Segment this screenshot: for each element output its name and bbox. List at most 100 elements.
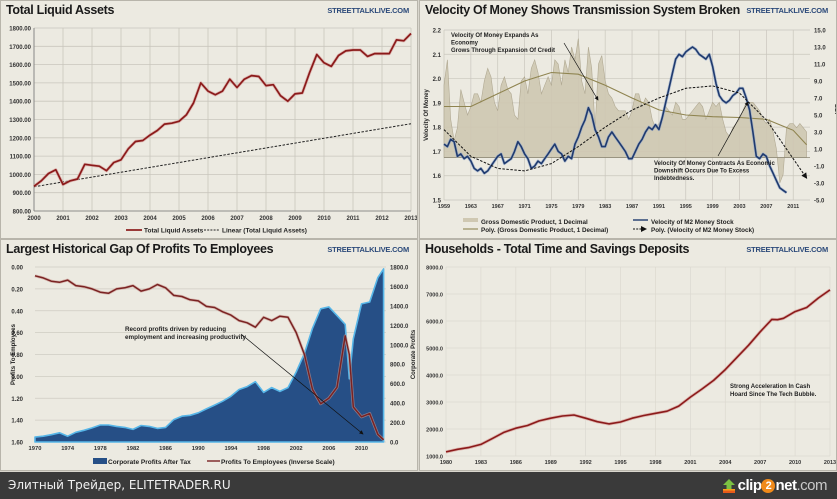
legend-swatch-corporate-profits	[93, 458, 107, 464]
y2-tick-label: 7.0	[814, 97, 823, 103]
x-tick-label: 2010	[789, 460, 801, 466]
y-tick-label: 1.00	[11, 375, 23, 381]
y-tick-label: 0.20	[11, 287, 23, 293]
annotation-text: Hoard Since The Tech Bubble.	[730, 392, 817, 398]
chart-title: Total Liquid Assets	[6, 3, 115, 17]
y-tick-label: 7000.0	[426, 293, 443, 299]
annotation-text: employment and increasing productivity	[125, 334, 247, 341]
x-tick-label: 1994	[224, 446, 238, 452]
x-tick-label: 2007	[760, 204, 772, 210]
y2-tick-label: 9.0	[814, 80, 823, 86]
y-tick-label: 900.00	[13, 191, 32, 197]
x-tick-label: 1990	[192, 446, 205, 452]
x-tick-label: 1970	[29, 446, 42, 452]
x-tick-label: 1980	[440, 460, 452, 466]
brand-watermark: STREETTALKLIVE.COM	[746, 245, 828, 254]
x-tick-label: 1989	[545, 460, 557, 466]
y-tick-label: 1200.00	[9, 136, 31, 142]
x-tick-label: 2013	[824, 460, 836, 466]
x-tick-label: 2009	[288, 216, 302, 222]
y-tick-label: 2.1	[433, 53, 442, 59]
y-tick-label: 8000.0	[426, 266, 443, 272]
y-tick-label: 1.9	[433, 101, 442, 107]
y2-tick-label: 1200.0	[390, 324, 409, 330]
x-tick-label: 1986	[159, 446, 173, 452]
y2-tick-label: 5.0	[814, 114, 823, 120]
x-tick-label: 2013	[404, 216, 418, 222]
x-tick-label: 2004	[143, 216, 157, 222]
x-tick-label: 2005	[172, 216, 186, 222]
y-tick-label: 1000.00	[9, 173, 31, 179]
y2-tick-label: 11.0	[814, 63, 826, 69]
x-tick-label: 2010	[317, 216, 331, 222]
y-tick-label: 2.2	[433, 29, 442, 35]
series-total-liquid-assets-glow	[33, 32, 413, 188]
y-tick-label: 2.0	[433, 77, 442, 83]
x-tick-label: 1983	[475, 460, 487, 466]
y2-tick-label: 1000.0	[390, 343, 409, 349]
x-tick-label: 2011	[787, 204, 799, 210]
annotation-text: Strong Acceleration In Cash	[730, 384, 810, 390]
x-tick-label: 2010	[355, 446, 368, 452]
x-tick-label: 2003	[114, 216, 128, 222]
logo-prefix: clip	[737, 477, 762, 494]
x-tick-label: 2001	[56, 216, 70, 222]
x-tick-label: 1987	[626, 204, 638, 210]
annotation-text: Economy	[451, 41, 479, 47]
legend-swatch-gdp	[463, 218, 478, 222]
y-axis-title: Profits To Employees	[11, 323, 17, 385]
y-tick-label: 0.40	[11, 309, 23, 315]
y-tick-label: 1600.00	[9, 63, 31, 69]
series-profits-to-employees	[34, 275, 385, 441]
chart-panel-velocity-of-money: Velocity Of Money Shows Transmission Sys…	[419, 0, 837, 239]
y2-tick-label: 1800.0	[390, 266, 409, 272]
chart-title: Velocity Of Money Shows Transmission Sys…	[425, 3, 740, 17]
y2-axis-title: GDP	[833, 103, 837, 116]
x-tick-label: 1974	[61, 446, 75, 452]
y2-tick-label: -3.0	[814, 182, 825, 188]
logo-suffix: net	[775, 477, 797, 494]
annotation-arrow	[563, 42, 599, 101]
logo-tld: .com	[796, 477, 827, 494]
legend-label: Total Liquid Assets	[144, 228, 204, 235]
chart-profits: 0.00 0.20 0.40 0.60 0.80 1.00 1.20 1.40 1.60 0.0 2…	[11, 266, 417, 467]
x-tick-label: 2012	[375, 216, 389, 222]
y-tick-label: 1.6	[433, 174, 442, 180]
y2-tick-label: -5.0	[814, 199, 825, 205]
clip2net-logo[interactable]: clip 2 net.com	[722, 476, 827, 495]
x-tick-label: 2004	[719, 460, 732, 466]
y-tick-label: 1.20	[11, 397, 23, 403]
x-tick-label: 2003	[733, 204, 745, 210]
y-tick-label: 1.7	[433, 150, 442, 156]
chart-panel-profits-to-employees: Largest Historical Gap Of Profits To Emp…	[0, 239, 418, 471]
x-tick-label: 2008	[259, 216, 273, 222]
y-axis-title: Velocity Of Money	[424, 89, 430, 141]
x-tick-label: 1998	[257, 446, 271, 452]
y-tick-label: 0.80	[11, 353, 23, 359]
annotation-text: Downshift Occurs Due To Excess	[654, 169, 750, 175]
x-tick-label: 1967	[492, 204, 504, 210]
series-velocity-poly	[443, 85, 808, 179]
x-tick-label: 1959	[438, 204, 450, 210]
y2-tick-label: 1400.0	[390, 304, 409, 310]
x-tick-label: 1983	[599, 204, 611, 210]
chart-liquid-assets: 800.00 900.00 1000.00 1100.00 1200.00 1300.00…	[9, 27, 418, 235]
x-tick-label: 2002	[290, 446, 303, 452]
logo-digit: 2	[761, 479, 776, 493]
x-tick-label: 1978	[94, 446, 108, 452]
y-tick-label: 2000.0	[426, 428, 443, 434]
x-tick-label: 1975	[545, 204, 557, 210]
x-tick-label: 1992	[580, 460, 592, 466]
annotation-text: Velocity Of Money Contracts As Economic	[654, 161, 775, 167]
series-corporate-profits-area	[34, 268, 385, 443]
annotation-text: Grows Through Expansion Of Credit	[451, 48, 555, 54]
legend-label: Gross Domestic Product, 1 Decimal	[481, 219, 588, 226]
y2-tick-label: -1.0	[814, 165, 825, 171]
x-tick-label: 1991	[653, 204, 665, 210]
footer-bar: Элитный Трейдер, ELITETRADER.RU clip 2 net…	[0, 472, 837, 499]
series-time-savings-deposits	[445, 289, 831, 453]
x-tick-label: 1986	[510, 460, 522, 466]
footer-caption: Элитный Трейдер, ELITETRADER.RU	[8, 478, 231, 492]
y-tick-label: 6000.0	[426, 320, 443, 326]
y-tick-label: 5000.0	[426, 347, 443, 353]
